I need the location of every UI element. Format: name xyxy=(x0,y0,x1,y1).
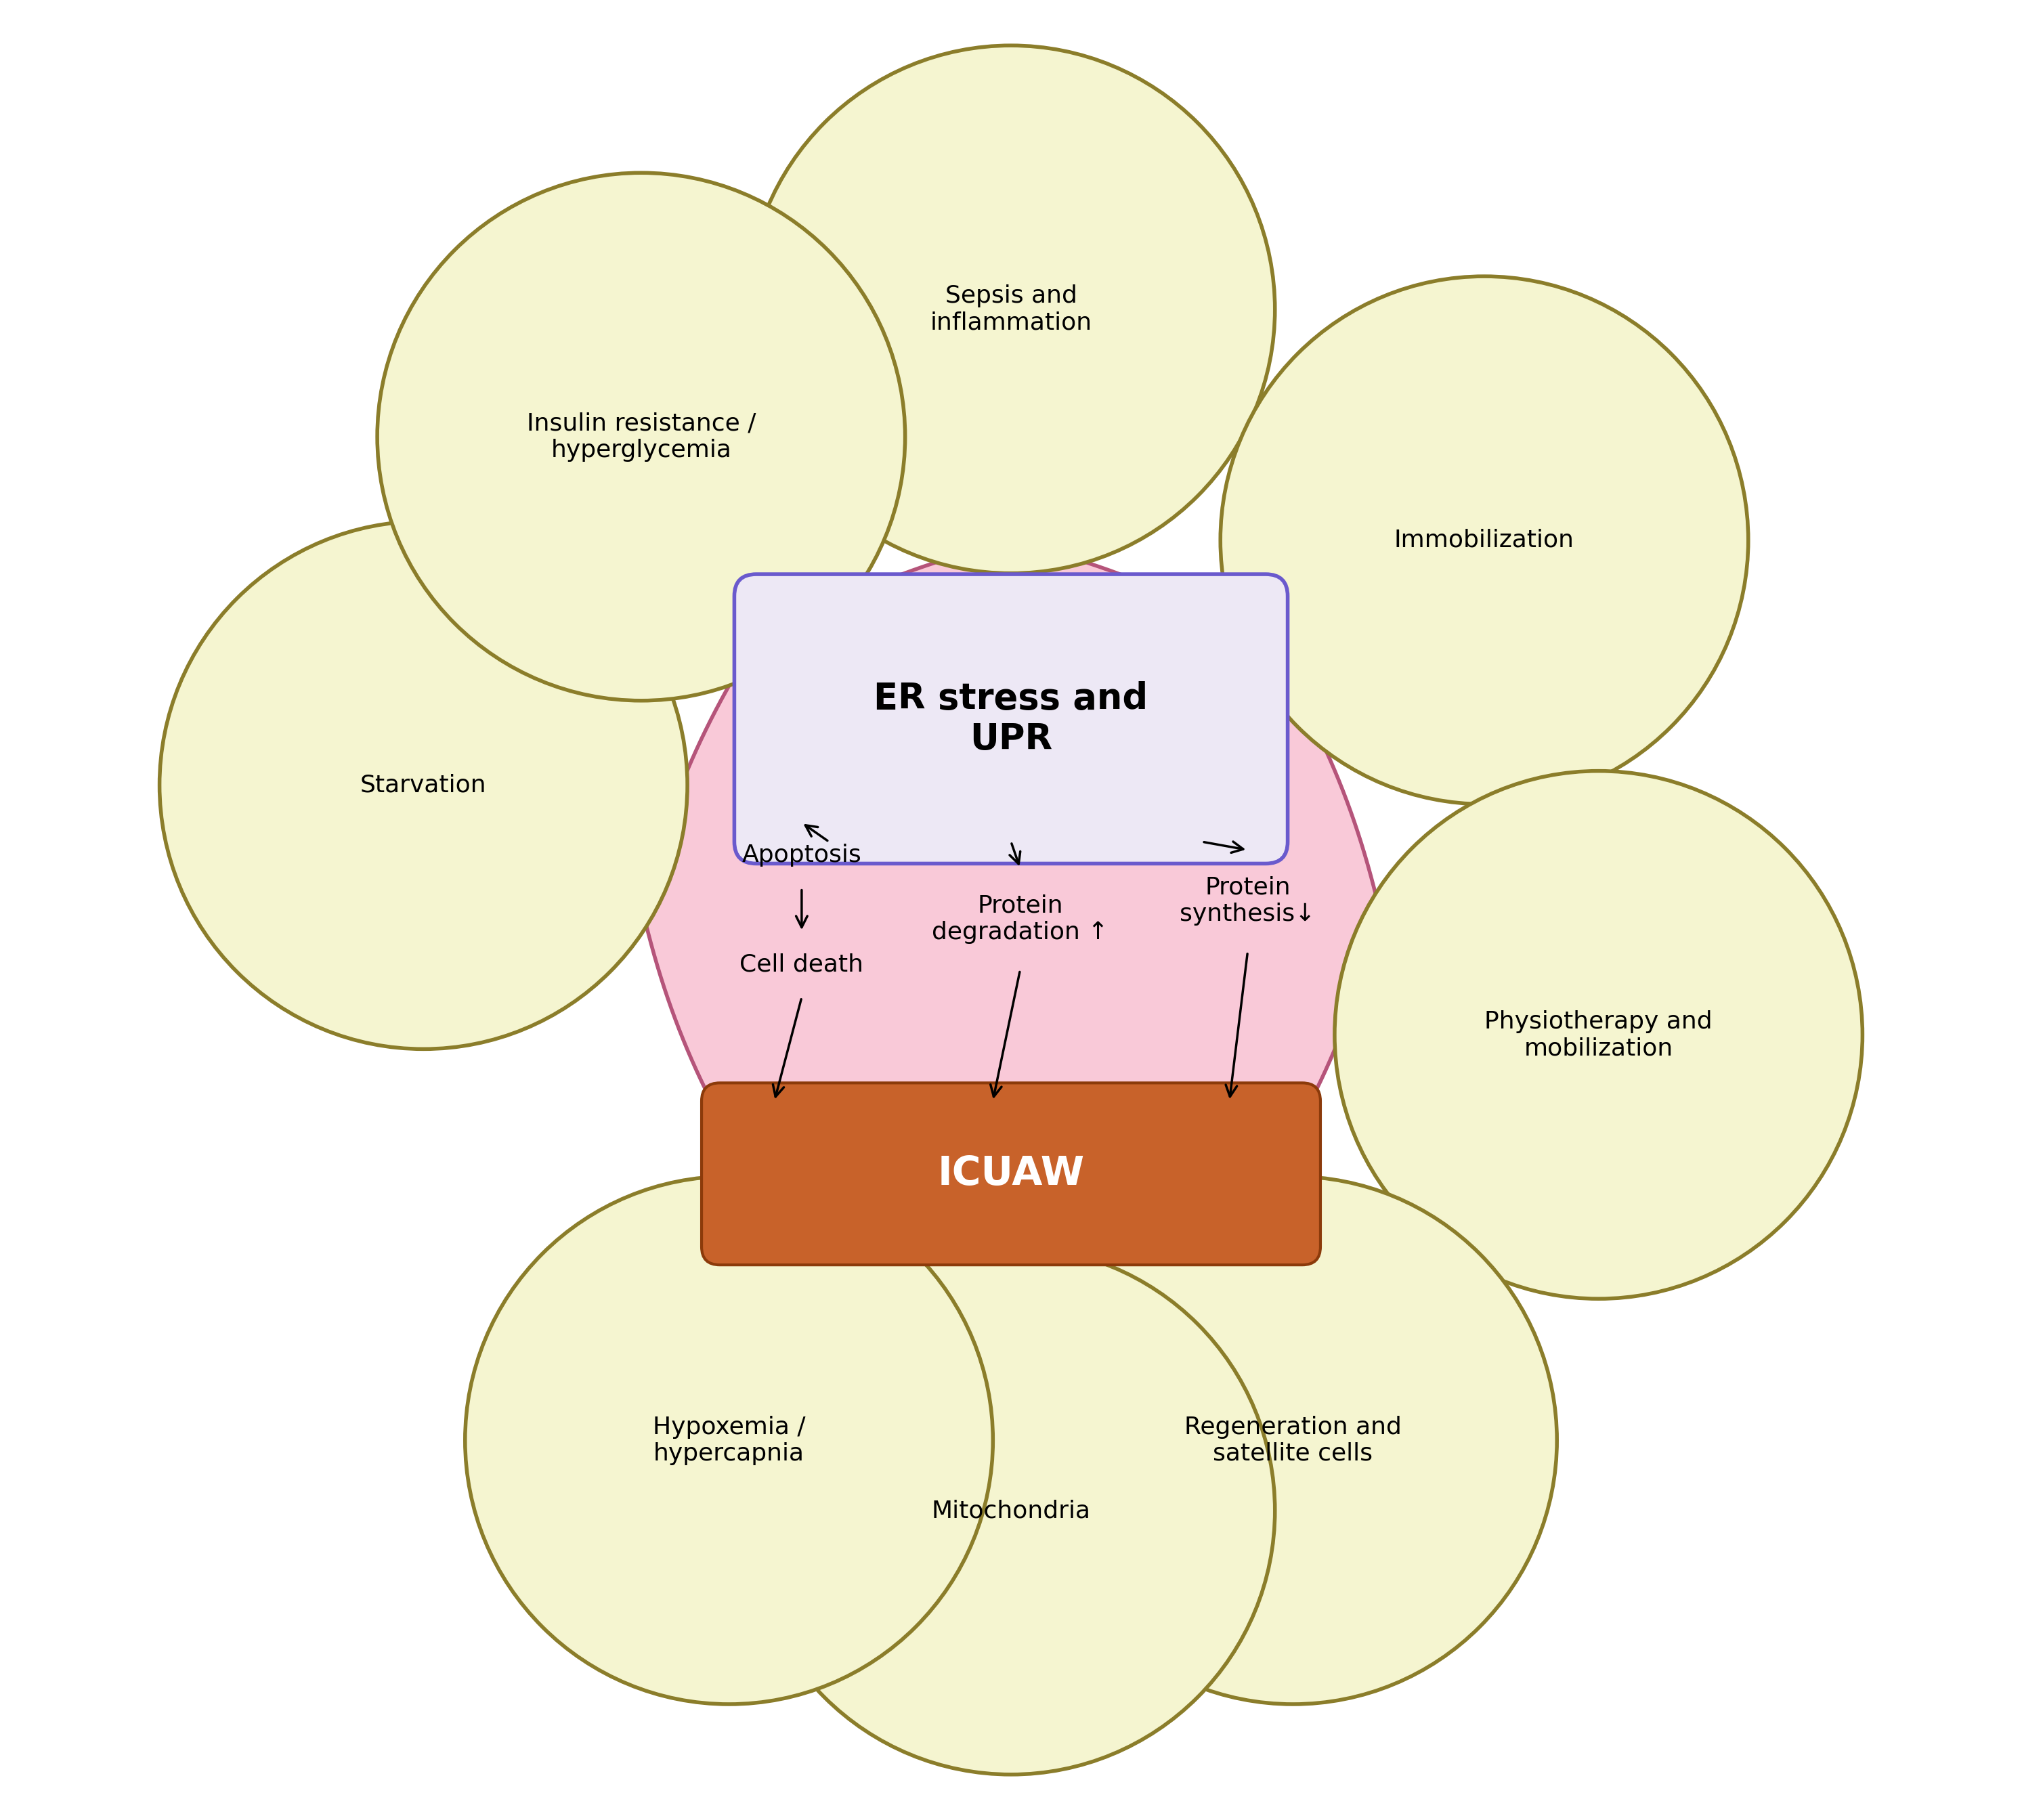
Text: ICUAW: ICUAW xyxy=(938,1154,1084,1194)
Circle shape xyxy=(1335,772,1862,1299)
FancyBboxPatch shape xyxy=(702,1083,1320,1265)
Text: Protein
synthesis↓: Protein synthesis↓ xyxy=(1179,875,1316,926)
Text: Cell death: Cell death xyxy=(740,954,863,976)
FancyBboxPatch shape xyxy=(734,575,1288,864)
Text: Regeneration and
satellite cells: Regeneration and satellite cells xyxy=(1185,1416,1401,1465)
Circle shape xyxy=(1029,1176,1557,1704)
Text: Physiotherapy and
mobilization: Physiotherapy and mobilization xyxy=(1484,1010,1713,1059)
Text: Sepsis and
inflammation: Sepsis and inflammation xyxy=(930,284,1092,335)
Text: Protein
degradation ↑: Protein degradation ↑ xyxy=(932,894,1108,945)
Circle shape xyxy=(746,1247,1276,1775)
Circle shape xyxy=(160,521,687,1048)
Polygon shape xyxy=(643,542,1379,1278)
Text: Mitochondria: Mitochondria xyxy=(932,1500,1090,1522)
Text: Hypoxemia /
hypercapnia: Hypoxemia / hypercapnia xyxy=(653,1416,805,1465)
Circle shape xyxy=(465,1176,993,1704)
Text: Insulin resistance /
hyperglycemia: Insulin resistance / hyperglycemia xyxy=(526,411,756,462)
Text: Starvation: Starvation xyxy=(360,774,487,797)
Text: Apoptosis: Apoptosis xyxy=(742,844,861,866)
Text: Immobilization: Immobilization xyxy=(1395,530,1575,551)
Text: ER stress and
UPR: ER stress and UPR xyxy=(874,681,1148,757)
Circle shape xyxy=(746,46,1276,573)
Circle shape xyxy=(1221,277,1749,804)
Circle shape xyxy=(378,173,906,701)
